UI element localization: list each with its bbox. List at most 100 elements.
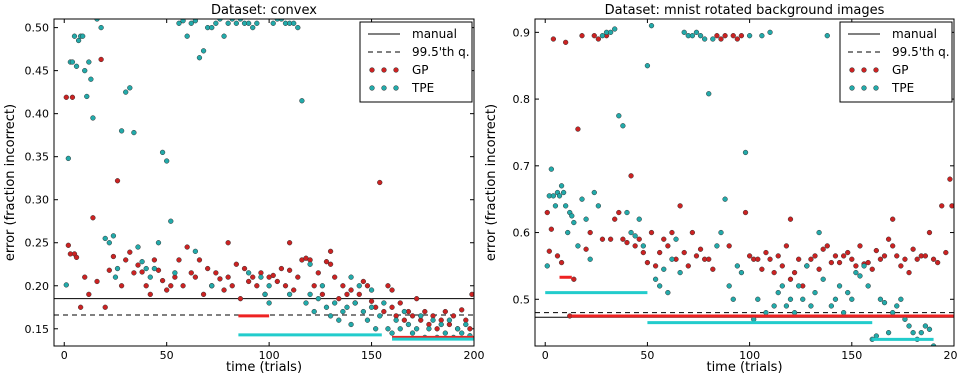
scatter-point-tpe <box>344 304 350 310</box>
scatter-point-gp <box>254 283 260 289</box>
scatter-point-gp <box>147 291 153 298</box>
scatter-point-gp <box>706 256 712 262</box>
scatter-point-gp <box>722 33 728 39</box>
scatter-point-gp <box>885 236 892 242</box>
scatter-point-gp <box>221 287 227 293</box>
legend-swatch-marker <box>381 67 387 73</box>
scatter-point-tpe <box>311 308 317 315</box>
scatter-point-gp <box>82 274 88 280</box>
scatter-point-gp <box>832 253 839 259</box>
x-tick-label: 150 <box>361 349 382 362</box>
scatter-point-gp <box>233 261 239 267</box>
scatter-point-gp <box>332 274 338 280</box>
scatter-point-tpe <box>845 289 851 296</box>
scatter-point-tpe <box>368 304 375 310</box>
scatter-point-tpe <box>454 326 461 332</box>
scatter-point-tpe <box>918 330 924 336</box>
legend-label: TPE <box>411 81 434 95</box>
scatter-point-gp <box>808 256 814 262</box>
scatter-point-tpe <box>168 218 174 224</box>
scatter-point-tpe <box>442 330 448 336</box>
scatter-point-tpe <box>898 296 904 302</box>
scatter-point-gp <box>591 33 597 39</box>
scatter-point-gp <box>934 259 941 266</box>
legend-label: GP <box>412 63 429 77</box>
scatter-point-gp <box>65 242 71 248</box>
scatter-point-tpe <box>595 203 602 209</box>
scatter-point-tpe <box>706 91 712 97</box>
scatter-point-tpe <box>98 24 104 31</box>
scatter-point-tpe <box>184 33 190 39</box>
y-tick-label: 0.35 <box>25 151 50 164</box>
scatter-point-tpe <box>69 59 76 65</box>
legend-swatch-marker <box>381 85 387 91</box>
scatter-point-tpe <box>159 149 166 156</box>
scatter-point-gp <box>348 287 354 293</box>
scatter-point-tpe <box>804 263 810 269</box>
scatter-point-tpe <box>188 20 194 26</box>
scatter-point-tpe <box>550 193 557 199</box>
scatter-point-tpe <box>922 323 929 329</box>
scatter-point-tpe <box>307 291 313 298</box>
scatter-point-tpe <box>315 296 321 302</box>
scatter-point-gp <box>926 229 933 236</box>
scatter-point-gp <box>820 246 826 252</box>
scatter-point-gp <box>546 248 552 254</box>
y-tick-label: 0.7 <box>513 160 531 173</box>
scatter-point-gp <box>669 229 675 236</box>
scatter-point-gp <box>939 203 945 209</box>
scatter-point-tpe <box>759 33 765 39</box>
scatter-point-gp <box>648 229 655 236</box>
scatter-point-tpe <box>552 203 559 209</box>
scatter-point-gp <box>327 248 334 254</box>
scatter-point-tpe <box>225 20 231 26</box>
scatter-point-tpe <box>82 67 88 74</box>
legend-swatch-marker <box>861 67 867 73</box>
scatter-point-gp <box>612 216 618 222</box>
scatter-point-gp <box>364 283 371 289</box>
scatter-point-tpe <box>800 296 806 302</box>
scatter-point-gp <box>587 229 593 236</box>
scatter-point-tpe <box>364 317 371 323</box>
scatter-point-gp <box>409 313 416 319</box>
scatter-point-tpe <box>112 274 119 280</box>
scatter-point-gp <box>685 263 691 269</box>
x-tick-label: 100 <box>739 349 760 362</box>
scatter-point-gp <box>881 253 888 259</box>
scatter-point-gp <box>413 296 420 302</box>
scatter-point-tpe <box>624 209 630 216</box>
scatter-point-tpe <box>381 300 387 306</box>
scatter-point-tpe <box>307 261 313 267</box>
scatter-point-gp <box>237 296 244 302</box>
legend-swatch-marker <box>393 85 399 91</box>
x-tick-label: 200 <box>944 349 958 362</box>
scatter-point-gp <box>123 257 129 263</box>
scatter-point-tpe <box>258 274 264 280</box>
scatter-point-gp <box>550 36 557 42</box>
scatter-point-tpe <box>389 330 395 336</box>
scatter-point-tpe <box>881 299 888 306</box>
scatter-point-tpe <box>155 240 162 246</box>
scatter-point-gp <box>340 283 346 289</box>
scatter-point-gp <box>86 291 92 298</box>
series-tpe <box>63 19 473 341</box>
scatter-point-gp <box>840 253 847 259</box>
y-tick-label: 0.9 <box>513 26 531 39</box>
scatter-point-tpe <box>323 304 330 310</box>
scatter-point-gp <box>734 36 740 42</box>
scatter-point-gp <box>767 256 773 262</box>
scatter-point-gp <box>910 246 916 252</box>
scatter-point-tpe <box>755 296 761 302</box>
scatter-point-gp <box>595 36 602 42</box>
scatter-point-tpe <box>701 36 708 42</box>
scatter-point-tpe <box>689 33 696 39</box>
scatter-point-tpe <box>233 20 239 26</box>
scatter-point-gp <box>319 291 326 298</box>
scatter-point-tpe <box>791 309 798 316</box>
legend-label: GP <box>892 63 909 77</box>
scatter-point-tpe <box>763 309 769 316</box>
y-axis-label: error (fraction incorrect) <box>484 104 499 261</box>
scatter-point-gp <box>796 256 802 262</box>
scatter-point-tpe <box>607 29 614 35</box>
scatter-point-gp <box>159 277 166 284</box>
